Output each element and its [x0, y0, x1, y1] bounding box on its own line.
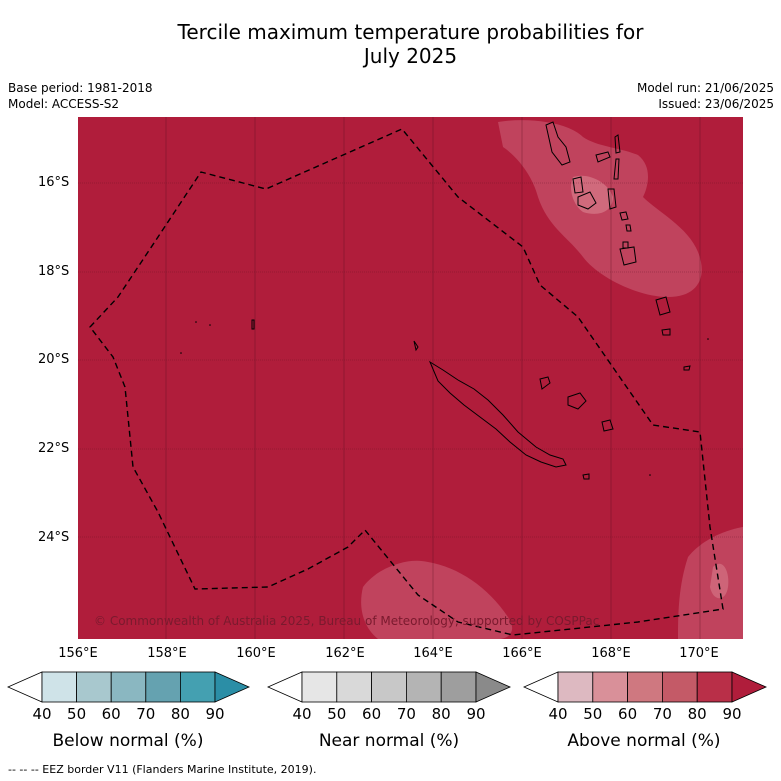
- islet-1: [195, 321, 197, 323]
- colorbar-tick-label: 80: [170, 705, 190, 723]
- colorbar-tick-label: 60: [362, 705, 382, 723]
- islet-5: [649, 474, 651, 476]
- chesterfield-islands: [251, 319, 255, 330]
- matthew-hunter: [683, 365, 691, 371]
- colorbar-segment: [179, 671, 216, 703]
- east-lighter-core: [710, 563, 729, 599]
- colorbar-tick-label: 40: [32, 705, 52, 723]
- colorbar-segment: [41, 671, 77, 703]
- south-lighter-zone: [361, 560, 513, 639]
- graticule: [78, 117, 743, 639]
- colorbar-segment: [336, 671, 372, 703]
- model-name: Model: ACCESS-S2: [8, 97, 120, 111]
- colorbar-segment: [592, 671, 628, 703]
- colorbar-tick-label: 90: [466, 705, 486, 723]
- lon-label: 158°E: [147, 646, 187, 661]
- near-normal-label: Near normal (%): [318, 731, 460, 751]
- base-period: Base period: 1981-2018: [8, 81, 153, 95]
- colorbar-tick-label: 80: [687, 705, 707, 723]
- colorbar-low-extend: [7, 671, 43, 703]
- colorbar-segment: [662, 671, 698, 703]
- model-run: Model run: 21/06/2025: [636, 81, 774, 95]
- loyalty-islands: [539, 376, 614, 432]
- colorbar-tick-label: 60: [101, 705, 121, 723]
- title-line1: Tercile maximum temperature probabilitie…: [177, 20, 644, 44]
- eez-border: [89, 128, 724, 636]
- colorbar-segment: [696, 671, 733, 703]
- colorbar-segment: [440, 671, 477, 703]
- meta-right: Model run: 21/06/2025 Issued: 23/06/2025: [637, 80, 774, 112]
- colorbar-tick-label: 40: [548, 705, 568, 723]
- map-title: Tercile maximum temperature probabilitie…: [0, 20, 781, 68]
- colorbar-tick-label: 50: [67, 705, 87, 723]
- colorbar-tick-label: 60: [618, 705, 638, 723]
- islet-3: [180, 352, 182, 354]
- new-caledonia: [428, 360, 567, 468]
- near-normal-colorbar: [267, 671, 511, 703]
- issued-date: Issued: 23/06/2025: [658, 97, 774, 111]
- colorbar-segment: [301, 671, 338, 703]
- east-lighter-zone: [678, 527, 743, 639]
- colorbar-high-extend: [475, 671, 511, 703]
- lon-label: 166°E: [502, 646, 542, 661]
- islet-2: [209, 324, 211, 326]
- colorbar-tick-label: 90: [205, 705, 225, 723]
- colorbar-tick-label: 70: [136, 705, 156, 723]
- above-normal-label: Above normal (%): [567, 731, 721, 751]
- colorbar-low-extend: [267, 671, 303, 703]
- islet-4: [707, 338, 709, 340]
- meta-left: Base period: 1981-2018 Model: ACCESS-S2: [8, 80, 153, 112]
- colorbar-segment: [405, 671, 442, 703]
- lon-label: 160°E: [236, 646, 276, 661]
- lat-label: 24°S: [38, 530, 70, 545]
- lat-label: 16°S: [38, 175, 70, 190]
- colorbar-tick-label: 40: [292, 705, 312, 723]
- colorbar-segment: [557, 671, 594, 703]
- colorbar-tick-label: 80: [431, 705, 451, 723]
- colorbar-segment: [76, 671, 112, 703]
- belep-islands: [413, 340, 419, 352]
- copyright-notice: © Commonwealth of Australia 2025, Bureau…: [94, 614, 600, 628]
- lat-label: 20°S: [38, 352, 70, 367]
- colorbar-high-extend: [731, 671, 767, 703]
- below-normal-label: Below normal (%): [52, 731, 204, 751]
- colorbar-segment: [371, 671, 407, 703]
- eez-footnote: -- -- -- EEZ border V11 (Flanders Marine…: [8, 763, 317, 776]
- above-normal-colorbar: [523, 671, 767, 703]
- isle-of-pines: [582, 473, 590, 480]
- lat-label: 22°S: [38, 441, 70, 456]
- colorbar-segment: [627, 671, 663, 703]
- colorbar-tick-label: 90: [722, 705, 742, 723]
- colorbar-tick-label: 50: [327, 705, 347, 723]
- lon-label: 170°E: [679, 646, 719, 661]
- colorbars-svg: [7, 671, 767, 703]
- lon-label: 164°E: [413, 646, 453, 661]
- colorbar-segment: [145, 671, 181, 703]
- lon-label: 162°E: [325, 646, 365, 661]
- title-line2: July 2025: [363, 44, 458, 68]
- colorbar-tick-label: 70: [652, 705, 672, 723]
- colorbar-high-extend: [214, 671, 250, 703]
- lat-label: 18°S: [38, 264, 70, 279]
- colorbar-tick-label: 70: [396, 705, 416, 723]
- lon-label: 156°E: [58, 646, 98, 661]
- lon-label: 168°E: [591, 646, 631, 661]
- colorbar-tick-label: 50: [583, 705, 603, 723]
- below-normal-colorbar: [7, 671, 250, 703]
- vanuatu-islands: [545, 121, 671, 336]
- colorbar-low-extend: [523, 671, 559, 703]
- colorbar-segment: [110, 671, 147, 703]
- map-panel: © Commonwealth of Australia 2025, Bureau…: [78, 117, 743, 639]
- map-svg: [78, 117, 743, 639]
